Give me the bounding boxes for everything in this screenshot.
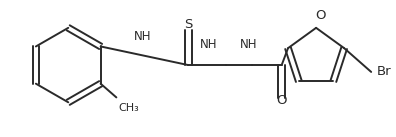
- Text: CH₃: CH₃: [118, 103, 139, 113]
- Text: O: O: [315, 9, 325, 22]
- Text: Br: Br: [377, 65, 392, 78]
- Text: NH: NH: [200, 38, 218, 51]
- Text: NH: NH: [134, 30, 151, 43]
- Text: O: O: [276, 94, 287, 107]
- Text: S: S: [184, 18, 192, 31]
- Text: NH: NH: [240, 38, 257, 51]
